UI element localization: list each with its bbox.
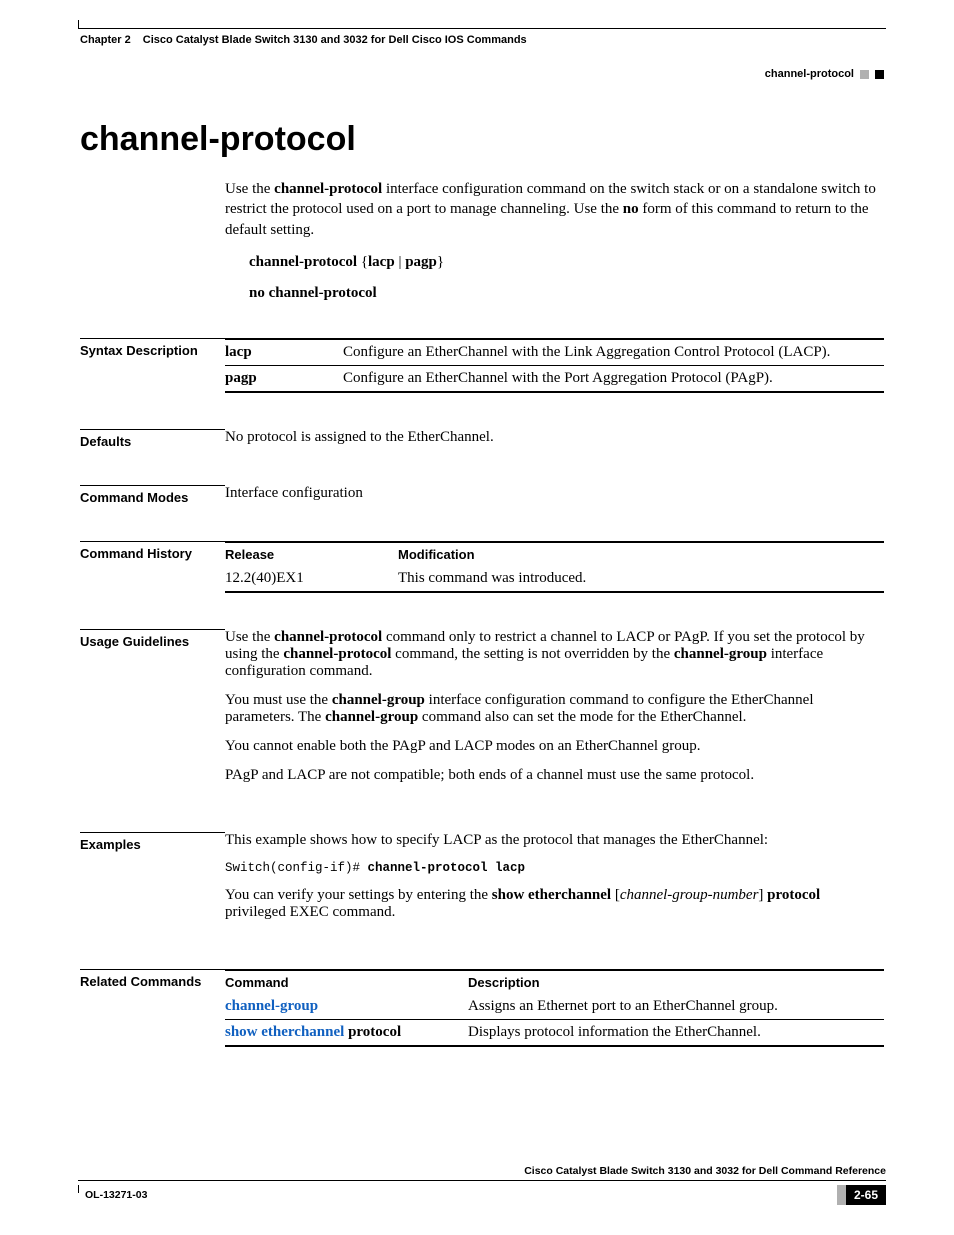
related-table: Command Description channel-group Assign… — [225, 969, 884, 1047]
command-syntax-2: no channel-protocol — [249, 285, 884, 302]
footer-doc-title: Cisco Catalyst Blade Switch 3130 and 303… — [78, 1165, 886, 1180]
section-usage: Usage Guidelines Use the channel-protoco… — [80, 629, 884, 796]
related-desc: Assigns an Ethernet port to an EtherChan… — [468, 994, 884, 1020]
examples-p2: You can verify your settings by entering… — [225, 887, 884, 921]
header-mark-dark — [875, 70, 884, 79]
footer-doc-id: OL-13271-03 — [85, 1189, 147, 1201]
footer: Cisco Catalyst Blade Switch 3130 and 303… — [78, 1165, 886, 1205]
running-header: Chapter 2 Cisco Catalyst Blade Switch 31… — [80, 30, 884, 60]
link-channel-group[interactable]: channel-group — [225, 998, 318, 1014]
section-label-related: Related Commands — [80, 969, 225, 989]
examples-p1: This example shows how to specify LACP a… — [225, 832, 884, 849]
intro-paragraph: Use the channel-protocol interface confi… — [225, 179, 884, 240]
page-title: channel-protocol — [80, 120, 884, 159]
section-label-syntax: Syntax Description — [80, 338, 225, 358]
history-h2: Modification — [398, 542, 884, 566]
section-label-defaults: Defaults — [80, 429, 225, 449]
related-cmd: show etherchannel protocol — [225, 1019, 468, 1046]
history-release: 12.2(40)EX1 — [225, 566, 398, 592]
section-defaults: Defaults No protocol is assigned to the … — [80, 429, 884, 449]
syntax-val: Configure an EtherChannel with the Link … — [343, 339, 884, 366]
header-mark-light — [860, 70, 869, 79]
section-modes: Command Modes Interface configuration — [80, 485, 884, 505]
link-show-etherchannel[interactable]: show etherchannel — [225, 1024, 344, 1040]
usage-p3: You cannot enable both the PAgP and LACP… — [225, 738, 884, 755]
usage-p1: Use the channel-protocol command only to… — [225, 629, 884, 680]
section-examples: Examples This example shows how to speci… — [80, 832, 884, 933]
header-topic: channel-protocol — [765, 68, 854, 80]
syntax-table: lacp Configure an EtherChannel with the … — [225, 338, 884, 393]
header-topic-row: channel-protocol — [80, 68, 884, 80]
related-h2: Description — [468, 970, 884, 994]
header-rule — [78, 28, 886, 29]
history-modification: This command was introduced. — [398, 566, 884, 592]
examples-code: Switch(config-if)# channel-protocol lacp — [225, 861, 884, 875]
related-desc: Displays protocol information the EtherC… — [468, 1019, 884, 1046]
footer-doc-id-wrap: OL-13271-03 — [78, 1189, 147, 1201]
usage-body: Use the channel-protocol command only to… — [225, 629, 884, 796]
footer-rule — [78, 1180, 886, 1181]
command-syntax-1: channel-protocol {lacp | pagp} — [249, 254, 884, 271]
section-label-modes: Command Modes — [80, 485, 225, 505]
section-label-examples: Examples — [80, 832, 225, 852]
syntax-val: Configure an EtherChannel with the Port … — [343, 365, 884, 392]
header-tick — [78, 20, 79, 28]
modes-text: Interface configuration — [225, 485, 884, 502]
section-related: Related Commands Command Description cha… — [80, 969, 884, 1047]
history-h1: Release — [225, 542, 398, 566]
syntax-key: pagp — [225, 365, 343, 392]
section-label-history: Command History — [80, 541, 225, 561]
usage-p2: You must use the channel-group interface… — [225, 692, 884, 726]
defaults-text: No protocol is assigned to the EtherChan… — [225, 429, 884, 446]
header-chapter: Chapter 2 — [80, 34, 143, 46]
related-cmd: channel-group — [225, 994, 468, 1020]
syntax-key: lacp — [225, 339, 343, 366]
footer-tick — [78, 1185, 79, 1193]
page-number-badge: 2-65 — [846, 1185, 886, 1205]
examples-body: This example shows how to specify LACP a… — [225, 832, 884, 933]
page: Chapter 2 Cisco Catalyst Blade Switch 31… — [0, 0, 954, 1235]
history-table: Release Modification 12.2(40)EX1 This co… — [225, 541, 884, 593]
section-history: Command History Release Modification 12.… — [80, 541, 884, 593]
usage-p4: PAgP and LACP are not compatible; both e… — [225, 767, 884, 784]
section-label-usage: Usage Guidelines — [80, 629, 225, 649]
section-syntax: Syntax Description lacp Configure an Eth… — [80, 338, 884, 393]
related-h1: Command — [225, 970, 468, 994]
header-title: Cisco Catalyst Blade Switch 3130 and 303… — [143, 34, 884, 46]
intro-block: Use the channel-protocol interface confi… — [225, 179, 884, 302]
